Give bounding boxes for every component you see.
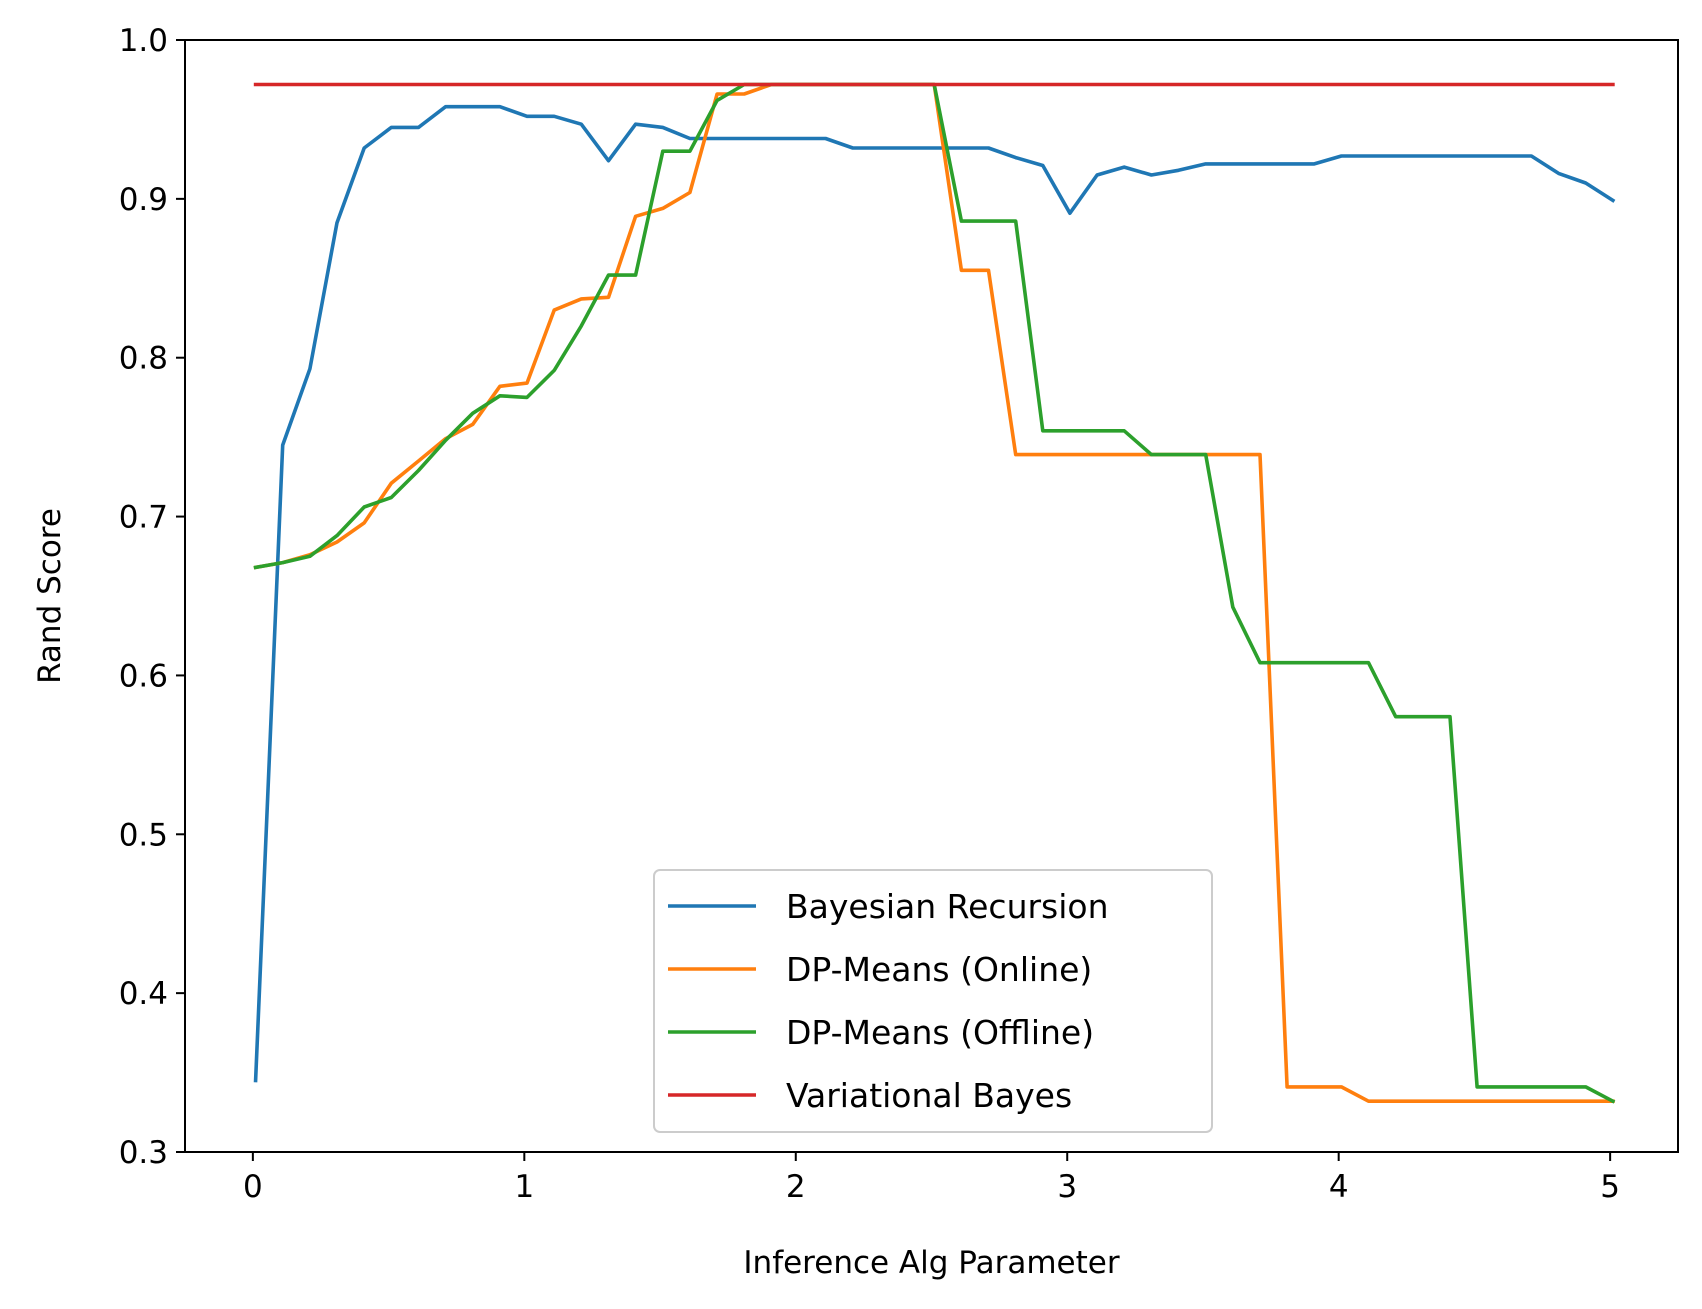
x-tick-label: 3	[1057, 1169, 1077, 1205]
y-tick-label: 0.4	[119, 976, 168, 1012]
y-tick-label: 1.0	[119, 23, 168, 59]
x-axis-ticks: 0 1 2 3 4 5	[243, 1152, 1620, 1205]
y-tick-label: 0.9	[119, 182, 168, 218]
y-axis-label: Rand Score	[32, 508, 68, 684]
legend-box	[653, 869, 1213, 1133]
x-tick-label: 4	[1329, 1169, 1349, 1205]
x-tick-label: 1	[514, 1169, 534, 1205]
x-axis-label: Inference Alg Parameter	[743, 1245, 1119, 1281]
series-line-0	[253, 104, 1616, 1083]
y-tick-label: 0.8	[119, 341, 168, 377]
y-axis-ticks: 0.3 0.4 0.5 0.6 0.7 0.8 0.9 1.0	[119, 23, 185, 1171]
y-tick-label: 0.5	[119, 817, 168, 853]
x-tick-label: 0	[243, 1169, 263, 1205]
legend: Bayesian Recursion DP-Means (Online) DP-Me…	[653, 869, 1213, 1133]
y-tick-label: 0.7	[119, 500, 168, 536]
plot-frame	[184, 39, 1679, 1153]
legend-label-1: DP-Means (Online)	[786, 950, 1092, 989]
legend-label-0: Bayesian Recursion	[786, 887, 1109, 926]
x-tick-label: 5	[1600, 1169, 1620, 1205]
y-tick-label: 0.6	[119, 658, 168, 694]
y-tick-label: 0.3	[119, 1135, 168, 1171]
series-layer	[253, 82, 1616, 1104]
x-tick-label: 2	[786, 1169, 806, 1205]
legend-label-3: Variational Bayes	[786, 1076, 1072, 1115]
legend-label-2: DP-Means (Offline)	[786, 1013, 1094, 1052]
